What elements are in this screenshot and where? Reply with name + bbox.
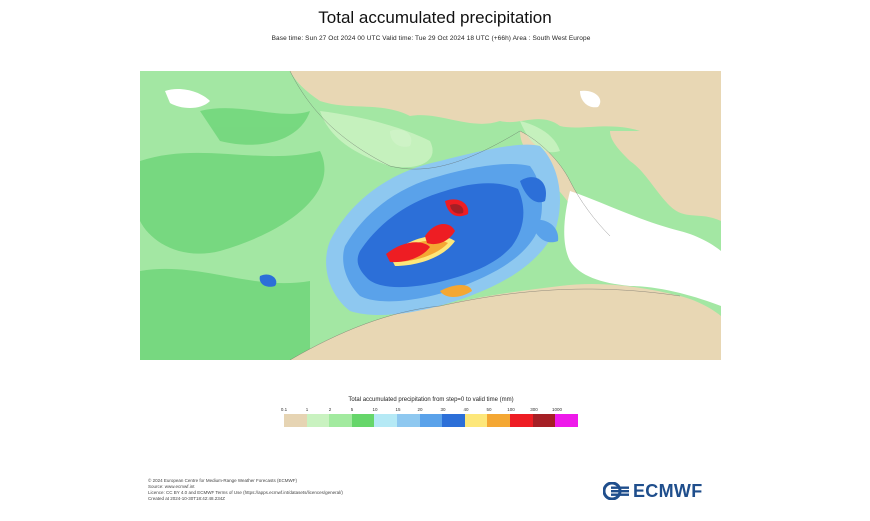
precipitation-map <box>140 71 721 360</box>
legend-swatch <box>487 414 511 427</box>
legend-tick: 40 <box>463 407 469 412</box>
legend-swatch <box>351 414 375 427</box>
legend-swatch <box>464 414 488 427</box>
legend-swatch <box>306 414 330 427</box>
legend-tick: 1000 <box>551 407 563 412</box>
legend-tick: 300 <box>530 407 538 412</box>
legend-tick: 50 <box>486 407 492 412</box>
credit-licence: Licence: CC BY 4.0 and ECMWF Terms of Us… <box>148 490 343 495</box>
legend-swatch <box>374 414 398 427</box>
legend-swatch <box>532 414 556 427</box>
credit-copyright: © 2024 European Centre for Medium-Range … <box>148 478 298 483</box>
legend-title: Total accumulated precipitation from ste… <box>348 397 514 403</box>
credit-source: Source: www.ecmwf.int <box>148 484 195 489</box>
ecmwf-logo: ECMWF <box>603 480 702 502</box>
moderate-rain-bands <box>140 108 325 360</box>
page-title: Total accumulated precipitation <box>318 8 552 27</box>
legend-tick: 20 <box>417 407 423 412</box>
legend-ticks: 0.1 1 2 5 10 15 20 30 40 50 100 300 1000 <box>278 407 588 415</box>
legend-tick: 10 <box>372 407 378 412</box>
legend-swatch <box>397 414 420 427</box>
heavy-rain-system <box>259 144 560 316</box>
legend-swatch <box>329 414 352 427</box>
legend-tick: 30 <box>440 407 446 412</box>
coastlines <box>289 71 681 360</box>
legend-color-bar <box>284 414 578 427</box>
legend-swatch <box>555 414 578 427</box>
legend-swatch <box>284 414 307 427</box>
map-canvas <box>140 71 721 360</box>
ecmwf-logo-text: ECMWF <box>633 480 703 501</box>
credits: © 2024 European Centre for Medium-Range … <box>148 478 343 502</box>
legend-tick: 5 <box>350 407 354 412</box>
light-rain-land <box>320 111 560 168</box>
legend-tick: 2 <box>328 407 332 412</box>
legend-swatch <box>510 414 533 427</box>
legend-tick: 0.1 <box>280 407 288 412</box>
legend-tick: 15 <box>395 407 401 412</box>
forecast-subtitle: Base time: Sun 27 Oct 2024 00 UTC Valid … <box>271 35 591 42</box>
legend-swatch <box>419 414 443 427</box>
credit-created: Created at 2024-10-30T18:42:48.234Z <box>148 496 226 501</box>
ecmwf-logo-icon <box>603 482 629 500</box>
legend-tick: 1 <box>305 407 309 412</box>
legend-tick: 100 <box>507 407 515 412</box>
legend-swatch <box>442 414 465 427</box>
